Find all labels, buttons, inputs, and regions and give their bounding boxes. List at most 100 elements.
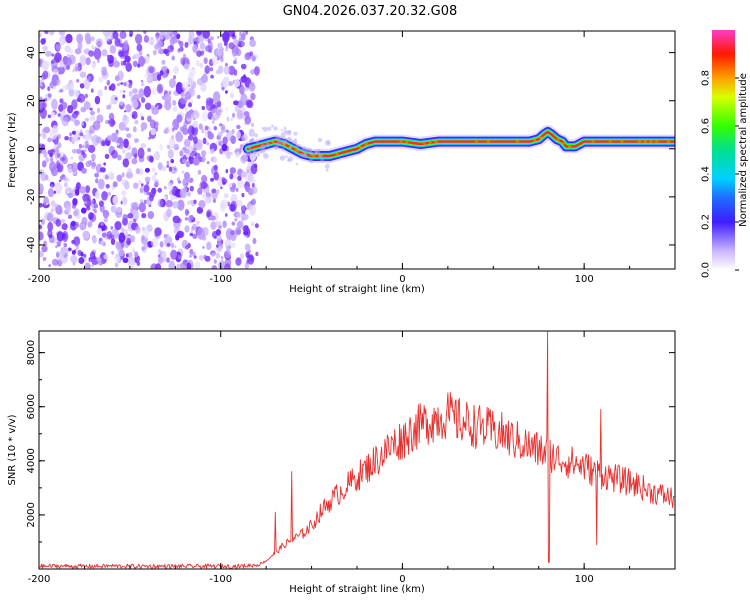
noise-blob (43, 98, 48, 102)
noise-blob (49, 31, 55, 36)
noise-blob (118, 43, 124, 48)
figure-title: GN04.2026.037.20.32.G08 (283, 4, 458, 19)
noise-blob (64, 57, 72, 67)
noise-blob (166, 242, 171, 247)
halo-blob (320, 158, 325, 163)
noise-blob (159, 70, 164, 76)
noise-blob (220, 126, 226, 134)
y-tick-label: 8000 (26, 340, 37, 365)
noise-blob (211, 55, 219, 66)
noise-blob (233, 60, 237, 65)
noise-blob (202, 31, 210, 39)
ridge-dot (376, 140, 380, 143)
noise-blob (250, 178, 257, 184)
noise-blob (188, 68, 196, 77)
noise-blob (251, 55, 256, 62)
noise-blob (63, 182, 68, 188)
noise-blob (198, 200, 206, 209)
noise-blob (216, 135, 222, 141)
ridge-dot (655, 140, 659, 143)
noise-blob (201, 157, 205, 161)
colorbar-tick-label: 0.8 (701, 70, 712, 86)
ridge-dot (498, 140, 502, 143)
noise-blob (103, 217, 108, 223)
noise-blob (204, 45, 212, 52)
noise-blob (64, 136, 69, 141)
noise-blob (141, 116, 145, 121)
noise-blob (57, 66, 65, 75)
ridge-dot (463, 140, 467, 143)
noise-blob (132, 248, 136, 253)
noise-blob (137, 147, 145, 159)
noise-blob (150, 237, 159, 248)
noise-blob (65, 204, 72, 214)
noise-blob (69, 132, 72, 137)
ridge-dot (358, 145, 362, 149)
noise-blob (114, 132, 119, 139)
noise-blob (74, 110, 80, 116)
noise-blob (47, 93, 52, 98)
noise-blob (123, 82, 127, 87)
noise-blob (138, 50, 143, 56)
noise-blob (85, 57, 91, 66)
noise-blob (216, 189, 220, 194)
noise-blob (144, 176, 151, 183)
noise-blob (40, 38, 46, 45)
ridge-dot (347, 149, 351, 153)
noise-blob (155, 35, 159, 41)
noise-blob (54, 147, 60, 154)
noise-blob (96, 114, 104, 123)
noise-blob (90, 161, 96, 170)
noise-blob (68, 87, 75, 97)
noise-blob (107, 120, 111, 124)
ridge-dot (428, 141, 432, 144)
snr-series-line (39, 331, 675, 569)
noise-blob (65, 46, 70, 53)
noise-blob (147, 147, 152, 153)
noise-blob (210, 148, 215, 154)
noise-blob (121, 172, 125, 178)
noise-blob (51, 53, 55, 57)
noise-blob (44, 174, 49, 181)
noise-blob (194, 261, 201, 269)
noise-blob (148, 66, 154, 74)
noise-blob (112, 195, 118, 205)
noise-blob (172, 106, 178, 112)
noise-blob (50, 127, 58, 140)
noise-blob (95, 136, 102, 144)
noise-blob (116, 142, 120, 147)
noise-blob (82, 230, 90, 240)
noise-blob (198, 255, 204, 261)
noise-blob (135, 168, 141, 175)
noise-blob (224, 250, 231, 259)
noise-blob (59, 98, 64, 104)
noise-blob (81, 122, 84, 126)
noise-blob (94, 172, 99, 178)
noise-blob (103, 162, 106, 166)
noise-blob (193, 255, 197, 259)
noise-blob (114, 37, 121, 47)
noise-blob (105, 184, 110, 189)
noise-blob (231, 242, 236, 248)
noise-blob (125, 152, 133, 160)
noise-blob (110, 205, 117, 213)
y-tick-label: 6000 (26, 394, 37, 419)
noise-blob (218, 123, 223, 127)
ridge-dot (608, 140, 612, 143)
noise-blob (169, 190, 173, 195)
noise-blob (172, 201, 179, 209)
noise-blob (194, 114, 197, 118)
noise-blob (226, 116, 230, 122)
noise-blob (221, 143, 228, 152)
noise-blob (188, 77, 193, 84)
noise-blob (199, 42, 206, 50)
noise-blob (47, 137, 52, 143)
noise-blob (85, 160, 91, 168)
halo-blob (273, 145, 279, 151)
noise-blob (58, 60, 64, 69)
noise-blob (127, 168, 133, 174)
noise-blob (196, 206, 204, 214)
noise-blob (150, 128, 156, 136)
ridge-dot (416, 142, 420, 145)
noise-blob (55, 44, 61, 51)
